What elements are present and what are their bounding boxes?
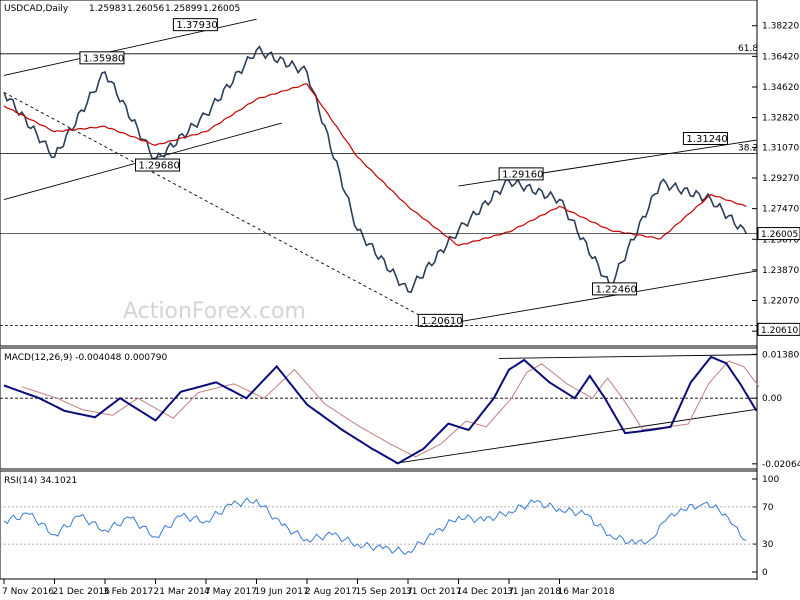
macd-trendlines — [395, 354, 757, 464]
rsi-tick-label: 100 — [762, 475, 779, 485]
price-header: USDCAD,Daily 1.25983 1.26056 1.25899 1.2… — [4, 4, 240, 14]
price-series-line — [3, 45, 748, 294]
fib-level-label: 38.2 — [738, 143, 758, 153]
symbol-label: USDCAD,Daily — [4, 4, 69, 14]
price-level-box — [592, 282, 638, 296]
date-tick-label: 3 Feb 2017 — [103, 587, 153, 597]
price-level-box — [172, 18, 218, 32]
trendline — [3, 92, 439, 326]
price-level-label: 1.20610 — [421, 316, 462, 327]
date-tick-label: 14 Dec 2017 — [457, 587, 515, 597]
price-tick-label: 1.32820 — [762, 114, 799, 124]
price-level-label: 1.22460 — [596, 284, 637, 295]
rsi-title: RSI(14) 34.1021 — [4, 476, 77, 486]
macd-tick-label: -0.020648 — [762, 460, 800, 470]
price-tick-label: 1.34620 — [762, 83, 799, 93]
price-tick-label: 1.25670 — [762, 235, 799, 245]
macd-tick-label: 0.00 — [762, 394, 782, 404]
macd-signal-line — [21, 360, 760, 458]
current-price-marker: 1.26005 — [0, 227, 800, 241]
price-tick-label: 1.27470 — [762, 205, 799, 215]
support-price-box — [757, 322, 800, 336]
price-level-box — [498, 167, 544, 181]
rsi-panel: RSI(14) 34.1021 100 70 30 0 — [0, 475, 779, 578]
macd-trendline — [498, 354, 757, 359]
macd-panel: MACD(12,26,9) -0.004048 0.000790 0.01380… — [0, 350, 800, 470]
ohlc-close: 1.26005 — [203, 4, 240, 14]
date-tick-label: 21 Mar 2017 — [154, 587, 211, 597]
support-price-label: 1.20610 — [761, 326, 798, 336]
price-level-box — [682, 131, 728, 145]
rsi-tick-label: 0 — [762, 568, 768, 578]
date-tick-label: 16 Mar 2018 — [558, 587, 615, 597]
price-level-box — [417, 313, 463, 327]
macd-trendline — [395, 408, 757, 464]
ohlc-open: 1.25983 — [89, 4, 126, 14]
price-level-labels: 1.37930 1.35980 1.29680 1.29160 1.31240 1.224… — [79, 18, 728, 327]
current-price-box — [757, 227, 800, 241]
date-tick-label: 21 Dec 2016 — [53, 587, 111, 597]
price-tick-label: 1.31070 — [762, 143, 799, 153]
price-level-label: 1.29680 — [139, 161, 180, 172]
price-level-label: 1.31240 — [686, 134, 727, 145]
rsi-line — [3, 497, 747, 556]
trendline — [438, 270, 757, 326]
date-tick-label: 31 Oct 2017 — [406, 587, 462, 597]
date-tick-label: 31 Jan 2018 — [507, 587, 561, 597]
price-panel: ActionForex.com 1.382201.364201.346201.3… — [0, 4, 800, 337]
panel-frames — [0, 0, 758, 580]
fibonacci-levels: 61.8 38.2 — [0, 44, 758, 154]
price-y-axis: 1.38220 1.36420 1.34620 1.32820 1.31070 1.292… — [752, 22, 799, 337]
macd-panel-frame — [0, 347, 758, 470]
price-level-label: 1.29160 — [502, 169, 543, 180]
price-level-label: 1.37930 — [176, 20, 217, 31]
date-tick-label: 7 Nov 2016 — [2, 587, 54, 597]
ohlc-low: 1.25899 — [165, 4, 202, 14]
support-marker: 1.20610 — [0, 322, 800, 336]
date-tick-label: 19 Jun 2017 — [255, 587, 309, 597]
rsi-tick-label: 70 — [762, 503, 774, 513]
price-tick-label: 1.36420 — [762, 52, 799, 62]
fib-level-label: 61.8 — [738, 44, 758, 54]
price-level-box — [135, 158, 180, 172]
price-tick-label: 1.22070 — [762, 297, 799, 307]
watermark-text: ActionForex.com — [123, 299, 306, 324]
price-tick-label: 1.29270 — [762, 174, 799, 184]
rsi-y-axis: 100 70 30 0 — [0, 475, 779, 578]
trendline — [3, 18, 257, 76]
price-level-box — [79, 51, 125, 65]
macd-y-axis: 0.013802 0.00 -0.020648 — [752, 350, 800, 470]
macd-title: MACD(12,26,9) -0.004048 0.000790 — [4, 353, 167, 363]
price-level-label: 1.35980 — [83, 53, 124, 64]
price-trendlines — [3, 18, 757, 326]
date-tick-label: 15 Sep 2017 — [356, 587, 413, 597]
macd-tick-label: 0.013802 — [762, 350, 800, 360]
rsi-tick-label: 30 — [762, 540, 774, 550]
date-tick-label: 4 May 2017 — [204, 587, 257, 597]
ohlc-high: 1.26056 — [127, 4, 164, 14]
macd-line — [3, 355, 758, 465]
current-price-label: 1.26005 — [761, 230, 798, 240]
price-tick-label: 1.38220 — [762, 22, 799, 32]
price-tick-label: 1.23870 — [762, 266, 799, 276]
date-tick-label: 2 Aug 2017 — [305, 587, 357, 597]
rsi-panel-frame — [0, 470, 758, 580]
moving-average-line — [3, 83, 747, 247]
